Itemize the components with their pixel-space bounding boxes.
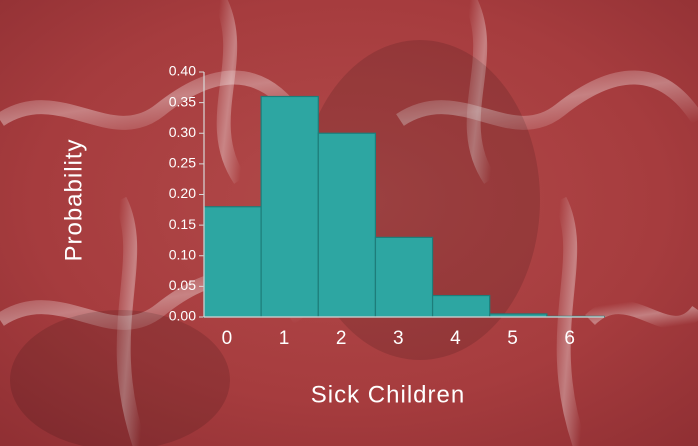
- y-tick-label: 0.10: [169, 246, 196, 262]
- bar: [261, 97, 318, 318]
- x-tick-label: 0: [222, 328, 233, 349]
- y-axis-label: Probability: [60, 138, 87, 261]
- x-tick-label: 6: [564, 328, 575, 349]
- chart: Probability Sick Children 0.00 0.05 0.10 0.…: [0, 0, 698, 446]
- x-tick-label: 2: [336, 328, 347, 349]
- y-tick-label: 0.05: [169, 277, 196, 293]
- bar: [318, 133, 375, 317]
- x-tick-label: 3: [393, 328, 404, 349]
- x-tick-label: 5: [507, 328, 518, 349]
- x-axis-label: Sick Children: [311, 381, 465, 408]
- x-tick-label: 4: [450, 328, 461, 349]
- y-tick-label: 0.25: [169, 155, 196, 171]
- bar: [204, 207, 261, 317]
- x-tick-label: 1: [279, 328, 290, 349]
- y-tick-label: 0.20: [169, 185, 196, 201]
- y-tick-label: 0.30: [169, 124, 196, 140]
- y-tick-label: 0.15: [169, 216, 196, 232]
- bar: [433, 296, 490, 317]
- y-tick-label: 0.35: [169, 93, 196, 109]
- y-tick-label: 0.40: [169, 63, 196, 79]
- y-tick-label: 0.00: [169, 308, 196, 324]
- bar: [375, 237, 432, 317]
